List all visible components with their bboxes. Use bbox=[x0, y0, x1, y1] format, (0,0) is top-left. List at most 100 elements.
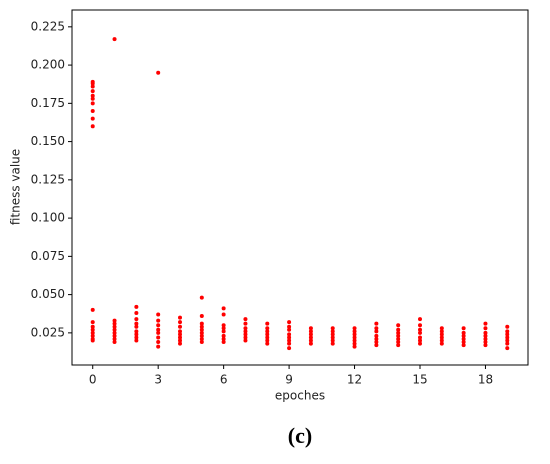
point bbox=[90, 324, 95, 329]
point bbox=[265, 338, 270, 343]
point bbox=[156, 318, 161, 323]
point bbox=[90, 116, 95, 121]
point bbox=[418, 323, 422, 328]
point bbox=[199, 295, 204, 300]
point bbox=[418, 317, 422, 322]
point bbox=[287, 341, 292, 346]
point bbox=[112, 333, 117, 338]
point bbox=[483, 333, 488, 338]
point bbox=[265, 332, 270, 337]
point bbox=[199, 330, 204, 335]
point bbox=[352, 332, 357, 337]
x-tick-label: 12 bbox=[347, 373, 362, 387]
point bbox=[134, 321, 139, 326]
point bbox=[112, 321, 117, 326]
point bbox=[199, 321, 204, 326]
point bbox=[243, 329, 248, 334]
point bbox=[134, 304, 139, 309]
point bbox=[505, 329, 510, 334]
point bbox=[243, 335, 248, 340]
x-axis-label: epoches bbox=[275, 389, 325, 403]
point bbox=[287, 332, 292, 337]
point bbox=[374, 343, 379, 348]
point bbox=[287, 327, 292, 332]
point bbox=[287, 320, 292, 325]
point bbox=[308, 332, 313, 337]
y-tick-label: 0.175 bbox=[31, 96, 65, 110]
point bbox=[330, 338, 335, 343]
point bbox=[374, 333, 379, 338]
point bbox=[199, 327, 204, 332]
point bbox=[199, 333, 204, 338]
point bbox=[134, 317, 139, 322]
point bbox=[352, 335, 357, 340]
y-tick-label: 0.225 bbox=[31, 19, 65, 33]
point bbox=[90, 84, 95, 89]
point bbox=[156, 327, 161, 332]
point bbox=[156, 323, 161, 328]
point bbox=[90, 307, 95, 312]
point bbox=[243, 332, 248, 337]
point bbox=[483, 336, 488, 341]
point bbox=[461, 330, 466, 335]
point bbox=[483, 330, 488, 335]
point bbox=[156, 312, 161, 317]
point bbox=[330, 332, 335, 337]
point bbox=[90, 108, 95, 113]
point bbox=[134, 335, 139, 340]
point bbox=[461, 343, 466, 348]
point bbox=[221, 333, 226, 338]
point bbox=[374, 326, 379, 331]
point bbox=[374, 321, 379, 326]
point bbox=[396, 336, 401, 341]
point bbox=[505, 338, 510, 343]
point bbox=[308, 338, 313, 343]
point bbox=[90, 333, 95, 338]
point bbox=[287, 335, 292, 340]
point bbox=[199, 340, 204, 345]
point bbox=[418, 327, 422, 332]
point bbox=[221, 336, 226, 341]
point bbox=[439, 326, 444, 331]
y-tick-label: 0.025 bbox=[31, 325, 65, 339]
point bbox=[178, 338, 182, 343]
point bbox=[418, 338, 422, 343]
point bbox=[178, 332, 182, 337]
point bbox=[418, 335, 422, 340]
point bbox=[308, 326, 313, 331]
point bbox=[221, 306, 226, 311]
point bbox=[461, 340, 466, 345]
point bbox=[352, 344, 357, 349]
point bbox=[265, 341, 270, 346]
point bbox=[396, 330, 401, 335]
point bbox=[352, 341, 357, 346]
point bbox=[156, 344, 161, 349]
point bbox=[243, 338, 248, 343]
y-tick-label: 0.125 bbox=[31, 172, 65, 186]
point bbox=[483, 321, 488, 326]
point bbox=[90, 320, 95, 325]
point bbox=[178, 324, 182, 329]
point bbox=[134, 338, 139, 343]
point bbox=[374, 340, 379, 345]
y-tick-label: 0.200 bbox=[31, 58, 65, 72]
point bbox=[439, 335, 444, 340]
point bbox=[330, 341, 335, 346]
point bbox=[265, 326, 270, 331]
point bbox=[265, 329, 270, 334]
point bbox=[483, 343, 488, 348]
point bbox=[483, 340, 488, 345]
point bbox=[265, 335, 270, 340]
point bbox=[439, 332, 444, 337]
point bbox=[134, 310, 139, 315]
point bbox=[134, 324, 139, 329]
point bbox=[352, 338, 357, 343]
point bbox=[374, 329, 379, 334]
point bbox=[396, 323, 401, 328]
point bbox=[352, 329, 357, 334]
point bbox=[243, 326, 248, 331]
x-tick-label: 0 bbox=[89, 373, 97, 387]
point bbox=[352, 326, 357, 331]
point bbox=[221, 323, 226, 328]
